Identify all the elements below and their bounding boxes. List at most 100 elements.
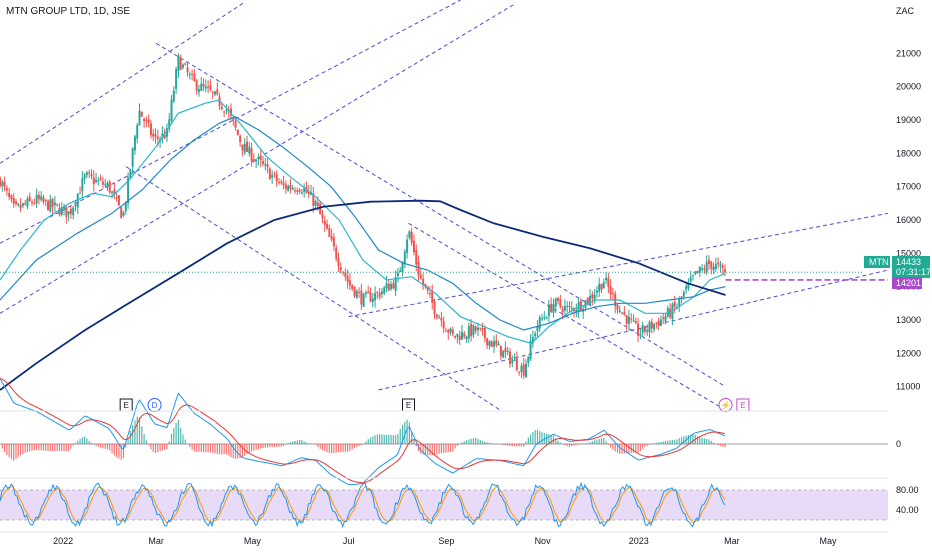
macd-histogram-bar bbox=[52, 444, 54, 452]
candle-body bbox=[250, 148, 253, 162]
candle-body bbox=[252, 159, 255, 161]
macd-histogram-bar bbox=[255, 444, 257, 450]
candle-body bbox=[175, 69, 178, 89]
macd-histogram-bar bbox=[356, 444, 358, 447]
y-tick-label: 16000 bbox=[896, 215, 921, 225]
candle-body bbox=[56, 203, 59, 206]
macd-histogram-bar bbox=[95, 444, 97, 446]
event-marker-label: ⚡ bbox=[721, 400, 731, 410]
candle-body bbox=[444, 330, 447, 332]
candle-body bbox=[458, 335, 461, 340]
macd-histogram-bar bbox=[676, 439, 678, 444]
macd-histogram-bar bbox=[475, 437, 477, 444]
candle-body bbox=[257, 157, 260, 160]
candle-body bbox=[538, 317, 541, 329]
candle-body bbox=[568, 306, 571, 308]
candle-body bbox=[509, 351, 512, 364]
macd-histogram-bar bbox=[529, 434, 532, 444]
candle-body bbox=[495, 340, 498, 345]
macd-histogram-bar bbox=[573, 444, 575, 446]
candle-body bbox=[438, 317, 441, 319]
candle-body bbox=[40, 196, 43, 200]
macd-histogram-bar bbox=[580, 443, 582, 445]
candle-body bbox=[303, 188, 306, 192]
candle-body bbox=[566, 306, 569, 308]
macd-histogram-bar bbox=[13, 444, 15, 461]
candle-body bbox=[143, 118, 146, 122]
macd-histogram-bar bbox=[212, 444, 214, 453]
macd-histogram-bar bbox=[388, 434, 390, 444]
candle-body bbox=[35, 194, 38, 204]
candle-body bbox=[694, 271, 697, 275]
candle-body bbox=[719, 264, 722, 267]
candle-body bbox=[353, 286, 356, 297]
candle-body bbox=[136, 125, 139, 139]
candle-body bbox=[133, 136, 136, 151]
macd-histogram-bar bbox=[468, 439, 470, 444]
candle-body bbox=[145, 119, 148, 121]
macd-histogram-bar bbox=[230, 444, 232, 458]
macd-histogram-bar bbox=[552, 435, 555, 444]
x-tick-label: Jul bbox=[343, 536, 355, 546]
macd-histogram-bar bbox=[548, 434, 550, 444]
candle-body bbox=[99, 178, 102, 180]
macd-histogram-bar bbox=[658, 442, 660, 444]
candle-body bbox=[364, 292, 367, 295]
candle-body bbox=[451, 329, 454, 335]
macd-histogram-bar bbox=[431, 444, 433, 456]
candle-body bbox=[314, 200, 317, 206]
macd-histogram-bar bbox=[495, 443, 497, 445]
candle-body bbox=[193, 73, 196, 81]
candle-body bbox=[156, 136, 159, 140]
candle-body bbox=[19, 204, 22, 209]
macd-histogram-bar bbox=[122, 444, 125, 459]
candle-body bbox=[245, 141, 248, 152]
price-candles bbox=[0, 53, 726, 379]
candle-body bbox=[335, 247, 338, 259]
macd-histogram-bar bbox=[19, 444, 22, 456]
candle-body bbox=[650, 321, 653, 329]
macd-histogram-bar bbox=[68, 444, 70, 452]
candle-body bbox=[696, 270, 699, 273]
macd-histogram-bar bbox=[497, 444, 500, 445]
macd-histogram-bar bbox=[296, 440, 298, 444]
macd-histogram-bar bbox=[164, 444, 166, 450]
candle-body bbox=[1, 181, 4, 187]
candle-body bbox=[101, 181, 104, 185]
candle-body bbox=[172, 90, 175, 102]
candle-body bbox=[346, 276, 349, 283]
candle-body bbox=[355, 290, 358, 298]
event-markers[interactable]: E D E ⚡ E bbox=[119, 398, 750, 412]
x-tick-label: May bbox=[820, 536, 838, 546]
macd-histogram-bar bbox=[310, 443, 312, 445]
x-tick-label: May bbox=[244, 536, 262, 546]
macd-histogram-bar bbox=[381, 434, 383, 444]
macd-histogram-bar bbox=[594, 440, 596, 444]
candle-body bbox=[81, 178, 84, 192]
candle-body bbox=[323, 220, 326, 225]
macd-histogram-bar bbox=[223, 444, 225, 455]
macd-histogram-bar bbox=[701, 437, 703, 444]
candle-body bbox=[5, 187, 8, 191]
macd-histogram-bar bbox=[134, 420, 136, 444]
macd-histogram-bar bbox=[127, 438, 129, 444]
macd-histogram-bar bbox=[550, 434, 552, 444]
macd-histogram-bar bbox=[399, 429, 401, 444]
candle-body bbox=[280, 181, 283, 184]
macd-histogram-bar bbox=[173, 427, 175, 444]
macd-histogram-bar bbox=[557, 440, 559, 444]
macd-histogram-bar bbox=[250, 444, 253, 452]
y-tick-label: 18000 bbox=[896, 148, 921, 158]
candle-body bbox=[51, 198, 54, 208]
macd-histogram-bar bbox=[184, 439, 186, 444]
candle-body bbox=[424, 283, 427, 287]
macd-histogram-bar bbox=[502, 444, 504, 445]
macd-histogram-bar bbox=[315, 444, 317, 445]
macd-histogram-bar bbox=[433, 444, 436, 456]
macd-histogram-bar bbox=[539, 431, 541, 444]
macd-histogram-bar bbox=[202, 444, 205, 453]
candle-body bbox=[328, 227, 331, 237]
candle-body bbox=[502, 350, 505, 358]
